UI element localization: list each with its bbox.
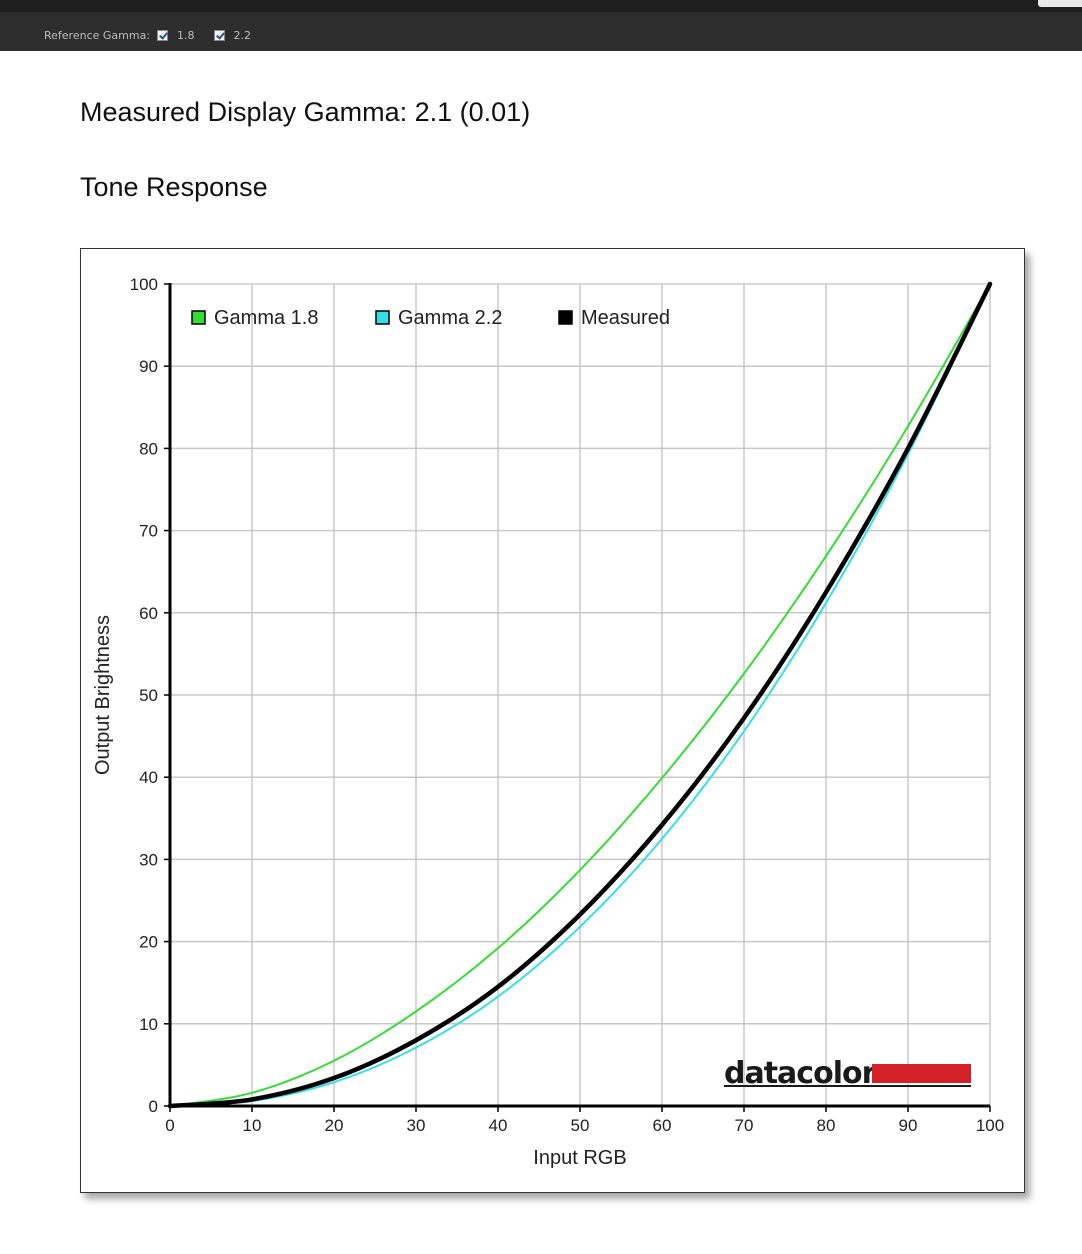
measured-gamma-heading: Measured Display Gamma: 2.1 (0.01) (80, 97, 531, 127)
y-tick-label: 40 (139, 768, 158, 787)
y-tick-label: 0 (149, 1097, 158, 1116)
y-tick-label: 20 (139, 933, 158, 952)
y-axis-title: Output Brightness (92, 615, 114, 775)
x-tick-label: 0 (165, 1116, 174, 1135)
legend-swatch-gamma-1-8 (191, 310, 206, 325)
gamma-1-8-checkbox[interactable] (157, 29, 169, 41)
legend-swatch-gamma-2-2 (375, 310, 390, 325)
legend-label-gamma-2-2: Gamma 2.2 (398, 307, 502, 329)
series-line-gamma-1-8 (169, 283, 991, 1107)
y-tick-label: 70 (139, 522, 158, 541)
y-tick-label: 80 (139, 439, 158, 458)
legend-label-measured: Measured (581, 307, 670, 329)
y-tick-label: 50 (139, 686, 158, 705)
x-tick-label: 90 (899, 1116, 918, 1135)
datacolor-logo-bar (872, 1064, 971, 1083)
x-tick-label: 20 (325, 1116, 344, 1135)
series-line-measured (167, 281, 993, 1109)
x-axis-title: Input RGB (533, 1147, 626, 1169)
x-tick-label: 50 (571, 1116, 590, 1135)
reference-gamma-controls: Reference Gamma: 1.8 2.2 (44, 27, 263, 43)
x-tick-label: 60 (653, 1116, 672, 1135)
toolbar-corner-tab[interactable] (1038, 0, 1082, 7)
chart-svg: 0 10 20 30 40 50 60 70 80 90 100 0 10 20 30 40 50 60 70 80 9… (92, 275, 1004, 1169)
tone-response-chart: 0 10 20 30 40 50 60 70 80 90 100 0 10 20 30 40 50 60 70 80 9… (80, 248, 1025, 1193)
x-tick-label: 30 (407, 1116, 426, 1135)
x-tick-label: 40 (489, 1116, 508, 1135)
x-tick-label: 10 (243, 1116, 262, 1135)
y-tick-label: 30 (139, 850, 158, 869)
tone-response-heading: Tone Response (80, 172, 268, 202)
legend-label-gamma-1-8: Gamma 1.8 (214, 307, 318, 329)
legend-swatch-measured (558, 310, 573, 325)
y-tick-label: 60 (139, 604, 158, 623)
gamma-2-2-checkbox[interactable] (213, 29, 225, 41)
series-line-gamma-2-2 (169, 283, 991, 1107)
gamma-1-8-label: 1.8 (177, 28, 195, 42)
y-tick-label: 10 (139, 1015, 158, 1034)
top-toolbar: Reference Gamma: 1.8 2.2 (0, 0, 1082, 51)
x-tick-label: 70 (735, 1116, 754, 1135)
gamma-2-2-label: 2.2 (233, 28, 252, 42)
x-tick-label: 100 (976, 1116, 1004, 1135)
x-tick-label: 80 (817, 1116, 836, 1135)
y-tick-label: 90 (139, 357, 158, 376)
y-tick-label: 100 (130, 275, 158, 294)
reference-gamma-label: Reference Gamma: (44, 28, 151, 42)
